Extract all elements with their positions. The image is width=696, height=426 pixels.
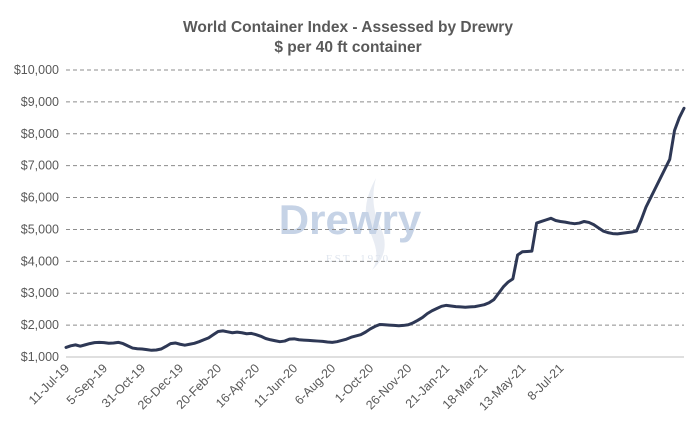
x-tick-label: 6-Aug-20	[292, 361, 338, 407]
series-line	[64, 106, 686, 352]
y-tick-label: $8,000	[21, 127, 59, 141]
watermark-flame-icon	[365, 178, 385, 270]
y-axis: $1,000 $2,000 $3,000 $4,000 $5,000 $6,000 $7,0…	[14, 63, 59, 364]
y-tick-label: $3,000	[21, 286, 59, 300]
x-tick-label: 8-Jul-21	[525, 361, 567, 403]
drewry-watermark: Drewry EST. 1970	[279, 178, 422, 270]
y-tick-label: $5,000	[21, 222, 59, 236]
y-tick-label: $10,000	[14, 63, 59, 77]
x-tick-label: 11-Jul-19	[26, 361, 72, 407]
series-lines	[64, 106, 686, 352]
watermark-brand: Drewry	[279, 196, 422, 243]
x-axis: 11-Jul-195-Sep-1931-Oct-1926-Dec-1920-Fe…	[26, 361, 567, 413]
y-tick-label: $9,000	[21, 95, 59, 109]
y-tick-label: $2,000	[21, 318, 59, 332]
chart-subtitle: $ per 40 ft container	[274, 39, 422, 56]
chart-title-block: World Container Index - Assessed by Drew…	[0, 18, 696, 58]
y-tick-label: $6,000	[21, 191, 59, 205]
y-tick-label: $4,000	[21, 254, 59, 268]
y-tick-label: $7,000	[21, 159, 59, 173]
chart-title: World Container Index - Assessed by Drew…	[183, 19, 513, 36]
y-tick-label: $1,000	[21, 350, 59, 364]
watermark-est: EST. 1970	[326, 253, 390, 265]
